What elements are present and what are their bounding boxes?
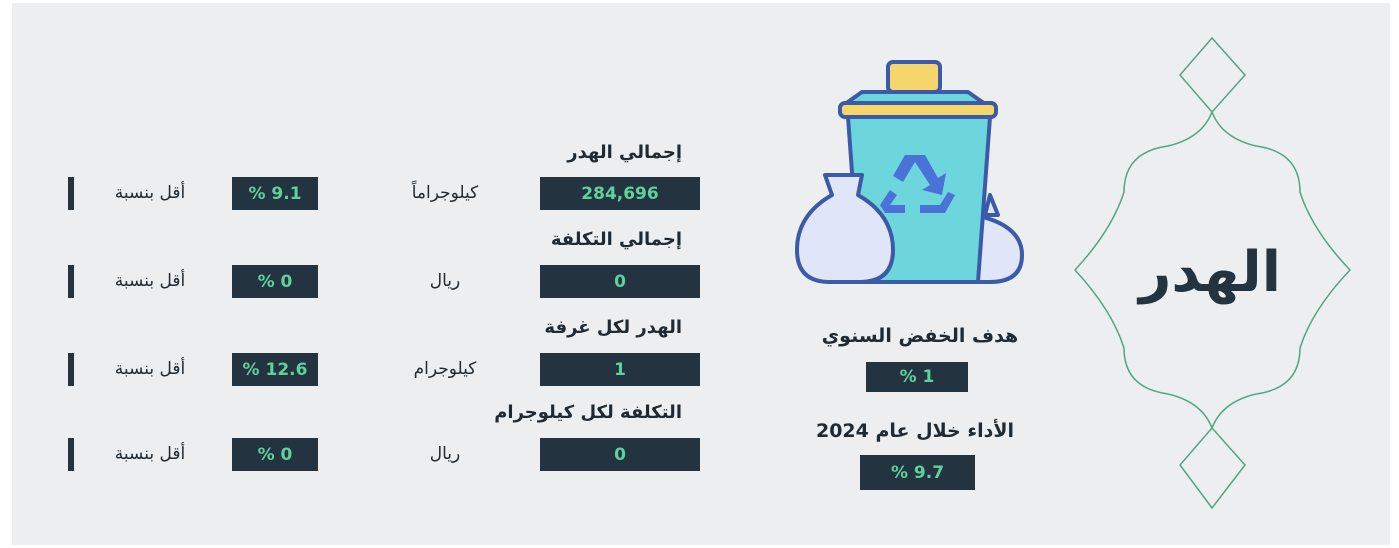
row-marker — [68, 265, 74, 298]
target-value: % 1 — [866, 362, 968, 392]
metric-value: 1 — [540, 353, 700, 386]
metric-change: % 0 — [232, 438, 318, 471]
metric-value: 0 — [540, 265, 700, 298]
target-label: هدف الخفض السنوي — [800, 325, 1040, 347]
metric-heading: إجمالي التكلفة — [380, 229, 682, 250]
metric-change-label: أقل بنسبة — [90, 359, 210, 379]
metric-heading: التكلفة لكل كيلوجرام — [380, 402, 682, 423]
metric-heading: الهدر لكل غرفة — [380, 317, 682, 338]
page: الهدر هدف الخفض السنوي % 1 الأداء خلال ع… — [0, 0, 1399, 548]
metric-change: % 12.6 — [232, 353, 318, 386]
metric-unit: كيلوجرام — [360, 359, 530, 379]
metric-unit: كيلوجراماً — [360, 183, 530, 203]
performance-label: الأداء خلال عام 2024 — [790, 420, 1040, 442]
metric-change: % 9.1 — [232, 177, 318, 210]
metric-change-label: أقل بنسبة — [90, 183, 210, 203]
row-marker — [68, 438, 74, 471]
row-marker — [68, 353, 74, 386]
metric-value: 0 — [540, 438, 700, 471]
performance-value: % 9.7 — [860, 455, 975, 490]
metric-heading: إجمالي الهدر — [380, 142, 682, 163]
row-marker — [68, 177, 74, 210]
metric-change-label: أقل بنسبة — [90, 444, 210, 464]
trash-icon — [797, 62, 1022, 282]
metric-change: % 0 — [232, 265, 318, 298]
metric-value: 284,696 — [540, 177, 700, 210]
metric-unit: ريال — [360, 444, 530, 464]
metric-unit: ريال — [360, 271, 530, 291]
metric-change-label: أقل بنسبة — [90, 271, 210, 291]
page-title: الهدر — [1120, 240, 1300, 305]
